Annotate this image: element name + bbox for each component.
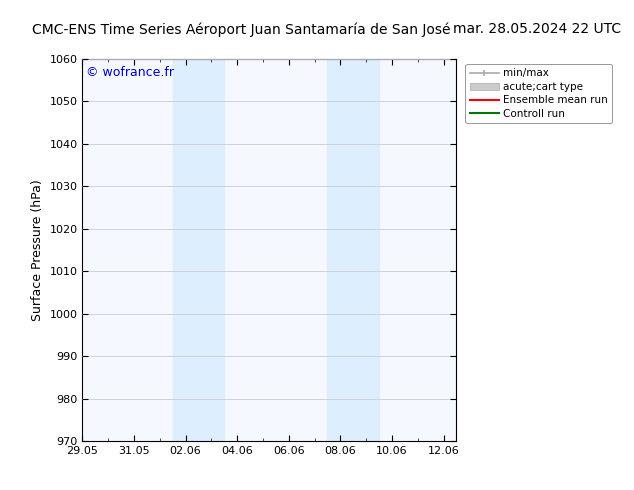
Bar (172, 59, 224, 441)
Text: mar. 28.05.2024 22 UTC: mar. 28.05.2024 22 UTC (453, 22, 621, 36)
Text: CMC-ENS Time Series Aéroport Juan Santamaría de San José: CMC-ENS Time Series Aéroport Juan Santam… (32, 22, 450, 37)
Y-axis label: Surface Pressure (hPa): Surface Pressure (hPa) (31, 179, 44, 321)
Text: © wofrance.fr: © wofrance.fr (86, 67, 174, 79)
Bar (328, 59, 379, 441)
Legend: min/max, acute;cart type, Ensemble mean run, Controll run: min/max, acute;cart type, Ensemble mean … (465, 64, 612, 123)
